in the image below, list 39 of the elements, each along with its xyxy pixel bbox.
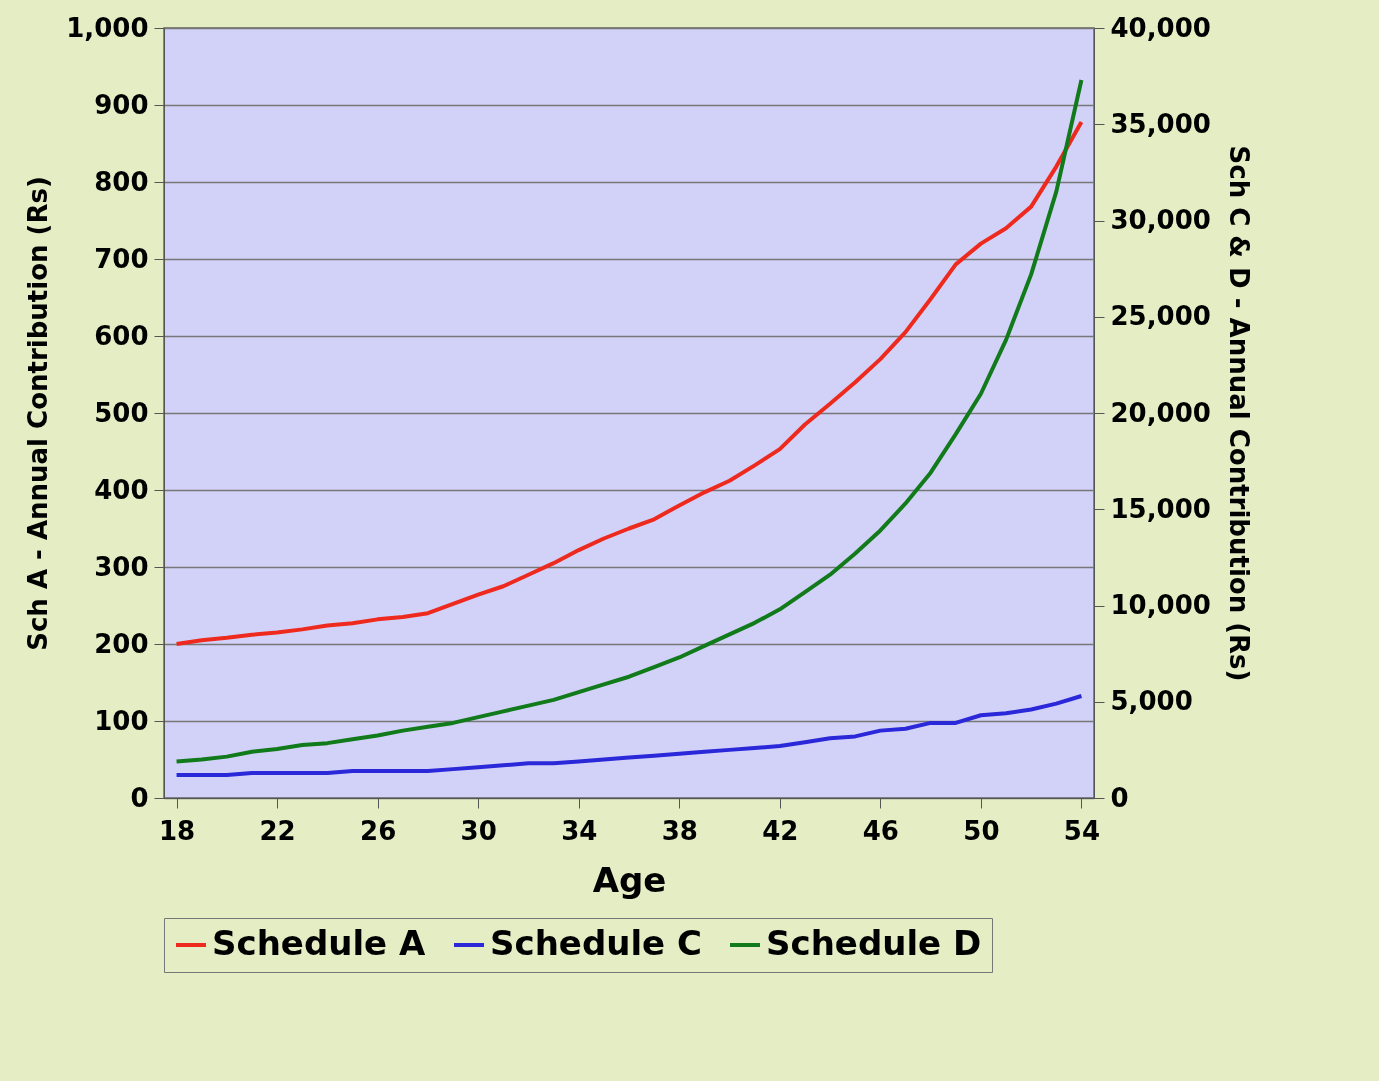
x-tick-label: 30 — [460, 815, 497, 846]
x-tick-label: 46 — [862, 815, 899, 846]
y-tick-label: 200 — [94, 628, 149, 659]
y-tick-label: 100 — [94, 705, 149, 736]
y-tick-label: 300 — [94, 551, 149, 582]
line-series — [174, 77, 1084, 764]
x-tick-label: 18 — [158, 815, 196, 846]
x-tick-label: 22 — [259, 815, 296, 846]
y2-tick-label: 25,000 — [1110, 301, 1211, 332]
y-tick-label: 500 — [94, 397, 149, 428]
y-tick-label: 1,000 — [66, 12, 149, 43]
x-tick-label: 34 — [561, 815, 598, 846]
legend-label: Schedule C — [490, 923, 702, 963]
x-tick-label: 54 — [1063, 815, 1101, 846]
y-tick-label: 900 — [94, 89, 149, 120]
y2-tick-label: 5,000 — [1110, 686, 1193, 717]
y-tick-label: 400 — [94, 474, 149, 505]
y-axis-title: Sch A - Annual Contribution (Rs) — [23, 176, 54, 651]
legend-label: Schedule A — [212, 923, 426, 963]
legend-label: Schedule D — [766, 923, 982, 963]
x-tick-label: 26 — [360, 815, 397, 846]
y-tick-label: 600 — [94, 320, 149, 351]
y-tick-label: 700 — [94, 243, 149, 274]
y2-tick-label: 0 — [1110, 782, 1129, 813]
y2-tick-label: 40,000 — [1110, 12, 1211, 43]
y2-tick-label: 20,000 — [1110, 397, 1211, 428]
y-tick-label: 0 — [130, 782, 149, 813]
y2-tick-label: 35,000 — [1110, 108, 1211, 139]
y2-tick-label: 30,000 — [1110, 205, 1211, 235]
y2-tick-label: 15,000 — [1110, 493, 1211, 524]
line-series — [174, 119, 1084, 646]
line-series — [174, 693, 1084, 777]
x-tick-label: 42 — [762, 815, 799, 846]
x-tick-label: 50 — [963, 815, 1000, 846]
y-tick-label: 800 — [94, 166, 149, 197]
x-axis-title: Age — [592, 859, 667, 900]
y2-axis-title: Sch C & D - Annual Contribution (Rs) — [1223, 145, 1254, 682]
x-tick-label: 38 — [661, 815, 698, 846]
y2-tick-label: 10,000 — [1110, 590, 1211, 620]
